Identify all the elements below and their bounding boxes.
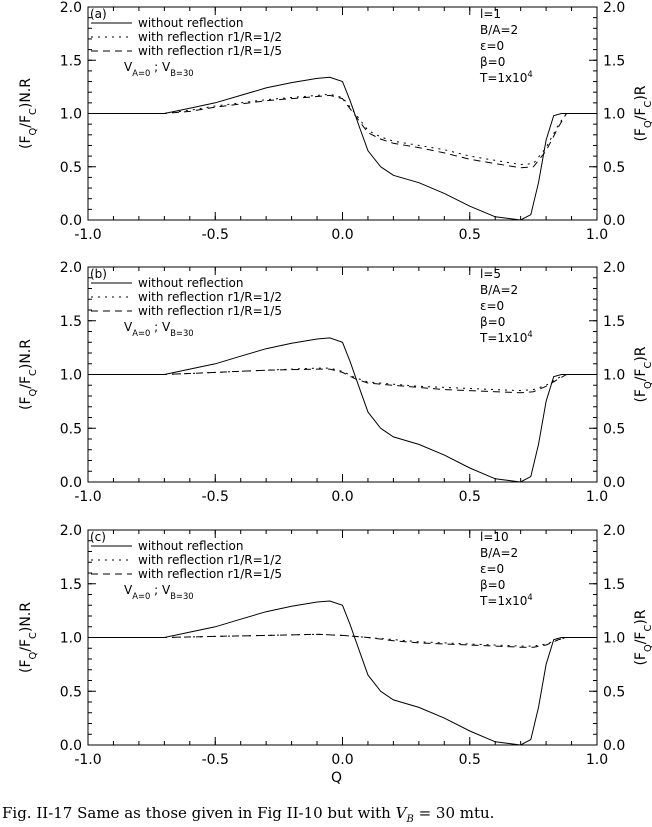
x-tick-label: -0.5 [202, 752, 229, 768]
x-tick-label: -0.5 [202, 489, 229, 505]
x-tick-label: -1.0 [74, 227, 101, 243]
y-tick-label-left: 1.0 [60, 107, 82, 123]
series-line-dotted [88, 633, 597, 647]
y-tick-label-left: 1.5 [60, 314, 82, 330]
velocity-note: VA=0 ; VB=30 [124, 60, 194, 78]
parameter-label: T=1x104 [479, 592, 533, 608]
x-tick-label: 0.5 [459, 752, 481, 768]
velocity-note: VA=0 ; VB=30 [124, 583, 194, 601]
y-tick-label-right: 1.0 [603, 631, 625, 647]
y-tick-label-right: 2.0 [603, 260, 625, 276]
series-line-solid [88, 600, 597, 746]
y-tick-label-left: 1.5 [60, 577, 82, 593]
x-tick-label: 1.0 [586, 227, 608, 243]
x-tick-label: 1.0 [586, 752, 608, 768]
chart-panel-1: -1.0 -0.5 0.0 0.5 1.00.0 0.00.5 0.51.0 1.01.5 1.… [18, 0, 652, 243]
x-tick-label: 0.5 [459, 489, 481, 505]
series-line-dotted [88, 367, 597, 392]
y-tick-label-right: 1.5 [603, 53, 625, 69]
legend-entry: with reflection r1/R=1/5 [138, 44, 282, 58]
velocity-note: VA=0 ; VB=30 [124, 320, 194, 338]
y-tick-label-left: 1.0 [60, 368, 82, 384]
x-tick-label: 0.5 [459, 227, 481, 243]
y-tick-label-right: 1.0 [603, 368, 625, 384]
y-tick-label-right: 0.0 [603, 738, 625, 754]
y-tick-label-right: 0.0 [603, 213, 625, 229]
legend-entry: with reflection r1/R=1/2 [138, 30, 282, 44]
y-tick-label-right: 0.5 [603, 684, 625, 700]
legend-entry: without reflection [138, 539, 244, 553]
chart-panel-2: -1.0 -0.5 0.0 0.5 1.00.0 0.00.5 0.51.0 1.01.5 1.… [18, 260, 652, 505]
series-line-solid [88, 337, 597, 483]
panel-label: (c) [90, 530, 106, 544]
legend-entry: with reflection r1/R=1/5 [138, 567, 282, 581]
series-line-dotted [88, 93, 597, 166]
x-tick-label: -0.5 [202, 227, 229, 243]
y-tick-label-right: 0.5 [603, 421, 625, 437]
figure: -1.0 -0.5 0.0 0.5 1.00.0 0.00.5 0.51.0 1.01.5 1.… [18, 0, 652, 786]
parameter-label: B/A=2 [480, 546, 518, 560]
y-tick-label-left: 0.5 [60, 160, 82, 176]
x-tick-label: 0.0 [331, 489, 353, 505]
legend-entry: with reflection r1/R=1/2 [138, 553, 282, 567]
y-tick-label-left: 0.0 [60, 213, 82, 229]
parameter-label: l=1 [480, 7, 501, 21]
legend-entry: with reflection r1/R=1/2 [138, 290, 282, 304]
y-axis-label-right: (FQ/FC)R [633, 609, 652, 665]
parameter-label: B/A=2 [480, 23, 518, 37]
y-tick-label-right: 1.0 [603, 107, 625, 123]
y-axis-label-right: (FQ/FC)R [633, 346, 652, 402]
y-tick-label-right: 2.0 [603, 0, 625, 16]
series-line-dashed [88, 368, 597, 394]
figure-caption: Fig. II-17 Same as those given in Fig II… [2, 804, 652, 825]
y-tick-label-right: 1.5 [603, 314, 625, 330]
y-tick-label-left: 0.5 [60, 684, 82, 700]
x-tick-label: -1.0 [74, 489, 101, 505]
y-tick-label-right: 0.5 [603, 160, 625, 176]
panel-label: (b) [90, 267, 107, 281]
caption-suffix: = 30 mtu. [413, 804, 495, 822]
parameter-label: T=1x104 [479, 69, 533, 85]
series-line-dashed [88, 633, 597, 648]
y-tick-label-right: 2.0 [603, 523, 625, 539]
y-tick-label-left: 2.0 [60, 0, 82, 16]
x-axis-label: Q [331, 770, 342, 786]
y-axis-label-left: (FQ/FC)N.R [18, 602, 39, 673]
panel-label: (a) [90, 7, 107, 21]
y-axis-label-left: (FQ/FC)N.R [18, 78, 39, 149]
parameter-label: ε=0 [480, 562, 504, 576]
parameter-label: l=10 [480, 530, 509, 544]
y-tick-label-left: 2.0 [60, 260, 82, 276]
x-tick-label: 0.0 [331, 227, 353, 243]
y-tick-label-left: 0.0 [60, 738, 82, 754]
parameter-label: T=1x104 [479, 329, 533, 345]
x-tick-label: -1.0 [74, 752, 101, 768]
chart-panel-3: -1.0 -0.5 0.0 0.5 1.00.0 0.00.5 0.51.0 1.01.5 1.… [18, 523, 652, 786]
parameter-label: β=0 [480, 55, 505, 69]
parameter-label: B/A=2 [480, 283, 518, 297]
caption-variable: VB [395, 804, 414, 825]
y-tick-label-left: 0.0 [60, 475, 82, 491]
y-tick-label-left: 0.5 [60, 421, 82, 437]
parameter-label: ε=0 [480, 39, 504, 53]
y-tick-label-right: 0.0 [603, 475, 625, 491]
y-tick-label-right: 1.5 [603, 577, 625, 593]
x-tick-label: 1.0 [586, 489, 608, 505]
y-axis-label-right: (FQ/FC)R [633, 85, 652, 141]
legend-entry: with reflection r1/R=1/5 [138, 304, 282, 318]
y-tick-label-left: 2.0 [60, 523, 82, 539]
y-tick-label-left: 1.5 [60, 53, 82, 69]
parameter-label: β=0 [480, 315, 505, 329]
series-line-dashed [88, 94, 597, 169]
legend-entry: without reflection [138, 16, 244, 30]
x-tick-label: 0.0 [331, 752, 353, 768]
parameter-label: l=5 [480, 267, 501, 281]
caption-prefix: Fig. II-17 Same as those given in Fig II… [2, 804, 396, 822]
parameter-label: ε=0 [480, 299, 504, 313]
legend-entry: without reflection [138, 276, 244, 290]
parameter-label: β=0 [480, 578, 505, 592]
y-tick-label-left: 1.0 [60, 631, 82, 647]
y-axis-label-left: (FQ/FC)N.R [18, 339, 39, 410]
